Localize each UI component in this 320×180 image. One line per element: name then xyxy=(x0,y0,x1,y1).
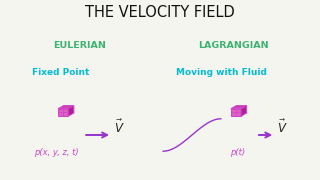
Text: $\vec{V}$: $\vec{V}$ xyxy=(277,119,287,136)
Polygon shape xyxy=(58,105,74,109)
Text: $\vec{V}$: $\vec{V}$ xyxy=(114,119,124,136)
Text: Moving with Fluid: Moving with Fluid xyxy=(176,68,267,77)
Text: LAGRANGIAN: LAGRANGIAN xyxy=(198,41,269,50)
Polygon shape xyxy=(231,109,241,116)
Text: EULERIAN: EULERIAN xyxy=(53,41,107,50)
Text: Fixed Point: Fixed Point xyxy=(32,68,89,77)
Text: THE VELOCITY FIELD: THE VELOCITY FIELD xyxy=(85,5,235,20)
Polygon shape xyxy=(241,105,247,116)
Text: p(t): p(t) xyxy=(230,148,245,157)
Polygon shape xyxy=(231,105,247,109)
Polygon shape xyxy=(68,105,74,116)
Polygon shape xyxy=(58,109,68,116)
Text: p(x, y, z, t): p(x, y, z, t) xyxy=(34,148,78,157)
